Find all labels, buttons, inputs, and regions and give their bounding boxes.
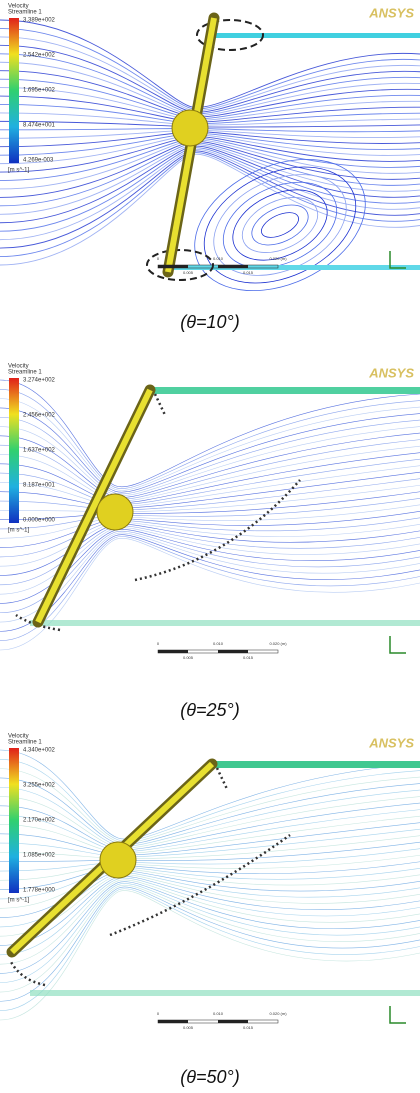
- jet-top: [214, 33, 420, 38]
- color-bar: [9, 748, 19, 893]
- scale-sublabel: 0.015: [243, 655, 254, 660]
- logo: ANSYS: [368, 365, 414, 380]
- legend-label: 2.542e+002: [23, 53, 56, 59]
- logo: ANSYS: [368, 735, 414, 750]
- scale-sublabel: 0.005: [183, 270, 194, 275]
- caption: (θ=25°): [0, 700, 420, 721]
- scale-bar: [158, 650, 188, 653]
- legend-label: 3.389e+002: [23, 18, 56, 24]
- logo: ANSYS: [368, 5, 414, 20]
- hub: [172, 110, 208, 146]
- scale-bar: [218, 1020, 248, 1023]
- color-bar: [9, 378, 19, 523]
- legend-label: 2.456e+002: [23, 413, 56, 419]
- legend-unit: [m s^-1]: [8, 168, 29, 174]
- scale-label: 0.020 (m): [269, 1011, 287, 1016]
- jet-bottom: [30, 620, 420, 626]
- legend-label: 0.000e+000: [23, 518, 56, 524]
- caption: (θ=10°): [0, 312, 420, 333]
- jet-bottom: [30, 990, 420, 996]
- legend-label: 3.274e+002: [23, 378, 56, 384]
- legend-subtitle: Streamline 1: [8, 10, 42, 16]
- legend-subtitle: Streamline 1: [8, 370, 42, 376]
- scale-label: 0.010: [213, 256, 224, 261]
- figure: VelocityStreamline 13.389e+0022.542e+002…: [0, 0, 420, 1093]
- legend-label: 2.170e+002: [23, 818, 56, 824]
- jet-top: [150, 387, 420, 394]
- jet-bottom: [170, 265, 420, 270]
- color-bar: [9, 18, 19, 163]
- legend-subtitle: Streamline 1: [8, 740, 42, 746]
- hub: [97, 494, 133, 530]
- legend-label: 1.637e+002: [23, 448, 56, 454]
- legend-unit: [m s^-1]: [8, 528, 29, 534]
- scale-sublabel: 0.005: [183, 655, 194, 660]
- scale-sublabel: 0.015: [243, 1025, 254, 1030]
- jet-top: [212, 761, 420, 768]
- legend-label: 1.085e+002: [23, 853, 56, 859]
- legend-label: 4.269e-003: [23, 158, 54, 164]
- scale-bar: [218, 265, 248, 268]
- scale-bar: [158, 1020, 188, 1023]
- legend-label: 8.474e+001: [23, 123, 56, 129]
- legend-label: 8.187e+001: [23, 483, 56, 489]
- scale-bar: [218, 650, 248, 653]
- scale-label: 0.010: [213, 1011, 224, 1016]
- caption: (θ=50°): [0, 1067, 420, 1088]
- scale-sublabel: 0.015: [243, 270, 254, 275]
- legend-label: 4.340e+002: [23, 748, 56, 754]
- legend-label: 1.695e+002: [23, 88, 56, 94]
- scale-label: 0.020 (m): [269, 641, 287, 646]
- scale-sublabel: 0.005: [183, 1025, 194, 1030]
- background: [0, 730, 420, 1050]
- legend-label: 1.778e+000: [23, 888, 56, 894]
- legend-label: 3.255e+002: [23, 783, 56, 789]
- cfd-image: VelocityStreamline 13.274e+0022.456e+002…: [0, 360, 420, 680]
- hub: [100, 842, 136, 878]
- scale-label: 0.010: [213, 641, 224, 646]
- scale-bar: [158, 265, 188, 268]
- scale-label: 0.020 (m): [269, 256, 287, 261]
- legend-unit: [m s^-1]: [8, 898, 29, 904]
